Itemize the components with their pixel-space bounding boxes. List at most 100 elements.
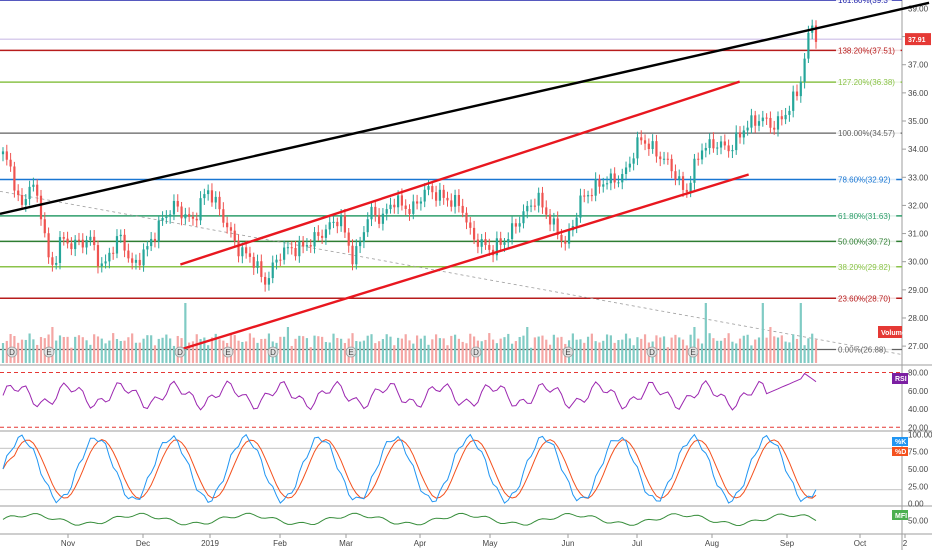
volume-bar [746, 334, 749, 363]
volume-bar [267, 333, 271, 363]
candle-body [20, 195, 24, 205]
candle-body [548, 214, 552, 225]
volume-bar [754, 339, 757, 363]
volume-bar [408, 340, 411, 363]
stoch-tick-label: 75.00 [908, 448, 929, 457]
candle-body [248, 253, 252, 257]
volume-bar [305, 338, 309, 363]
volume-bar [716, 340, 719, 363]
candle-body [134, 259, 138, 263]
candle-body [131, 258, 134, 263]
x-tick-label: Apr [414, 539, 427, 548]
volume-bar [93, 334, 96, 363]
volume-bar [248, 333, 252, 363]
candle-body [260, 261, 263, 277]
stoch-d-tag [892, 447, 908, 456]
candle-body [279, 259, 282, 261]
candle-body [712, 139, 715, 149]
candle-body [757, 121, 761, 126]
volume-bar [750, 345, 753, 363]
volume-bar [685, 345, 688, 363]
volume-bar [233, 335, 236, 363]
candle-body [537, 192, 540, 206]
volume-bar [545, 339, 548, 363]
candle-body [226, 222, 229, 228]
price-tick-label: 28.00 [908, 314, 929, 323]
candle-body [632, 158, 635, 164]
candle-body [769, 117, 772, 128]
candle-body [366, 219, 369, 233]
volume-bar [814, 339, 818, 363]
candle-body [362, 232, 366, 242]
volume-bar [457, 338, 460, 363]
volume-bar [427, 344, 430, 363]
candle-body [689, 182, 692, 192]
volume-bar [343, 342, 347, 363]
last-price-label: 37.91 [908, 37, 926, 44]
volume-bar [681, 339, 685, 363]
volume-bar [134, 342, 138, 363]
candle-body [343, 215, 347, 233]
candle-body [378, 215, 381, 224]
candle-body [624, 167, 628, 175]
volume-bar [195, 334, 198, 363]
volume-bar [89, 344, 92, 363]
candle-body [100, 263, 103, 267]
fib-level-label: 161.80%(39.3 [838, 0, 888, 5]
earnings-marker [6, 346, 18, 358]
candle-body [210, 190, 214, 203]
candle-body [389, 204, 392, 210]
earnings-marker [267, 346, 279, 358]
candle-body [108, 252, 111, 262]
x-tick-label: Jul [632, 539, 642, 548]
candle-body [176, 200, 179, 207]
candle-body [328, 222, 331, 230]
candle-body [412, 201, 415, 214]
candle-body [719, 141, 723, 148]
rsi-tick-label: 60.00 [908, 387, 929, 396]
earnings-marker-label: E [225, 348, 230, 357]
fib-level-label: 78.60%(32.92) [838, 176, 891, 185]
earnings-marker-label: D [9, 348, 15, 357]
candle-body [222, 209, 225, 223]
stoch-k-tag [892, 437, 908, 446]
volume-bar [32, 339, 35, 363]
candle-body [153, 238, 157, 242]
volume-bar [115, 339, 119, 363]
candle-body [324, 229, 328, 238]
candle-body [662, 158, 666, 160]
volume-bar [165, 334, 168, 363]
candle-body [431, 186, 434, 193]
fib-label-bg [836, 77, 901, 88]
candle-body [370, 206, 373, 220]
fib-level-label: 50.00%(30.72) [838, 237, 891, 246]
x-tick-label: Dec [136, 539, 150, 548]
volume-bar [55, 340, 58, 363]
candle-body [199, 198, 202, 221]
candle-body [685, 189, 688, 192]
volume-bar [594, 341, 597, 363]
fib-label-bg [836, 210, 897, 221]
candle-body [39, 195, 43, 220]
x-tick-label: Aug [705, 539, 719, 548]
volume-bar [123, 340, 126, 363]
candle-body [708, 139, 711, 148]
candle-body [651, 141, 654, 150]
candle-body [621, 174, 624, 183]
volume-bar [803, 345, 806, 363]
candle-body [579, 195, 582, 218]
candle-body [640, 137, 643, 141]
volume-bar [381, 339, 385, 363]
candle-body [302, 241, 305, 247]
candle-body [480, 239, 483, 247]
candle-body [613, 173, 616, 183]
candle-body [62, 237, 65, 239]
volume-bar [742, 335, 745, 363]
volume-bar [237, 340, 240, 363]
price-tick-label: 30.00 [908, 258, 929, 267]
last-price-tag [905, 33, 931, 46]
candle-body [305, 245, 309, 247]
mfi-line [2, 512, 817, 527]
